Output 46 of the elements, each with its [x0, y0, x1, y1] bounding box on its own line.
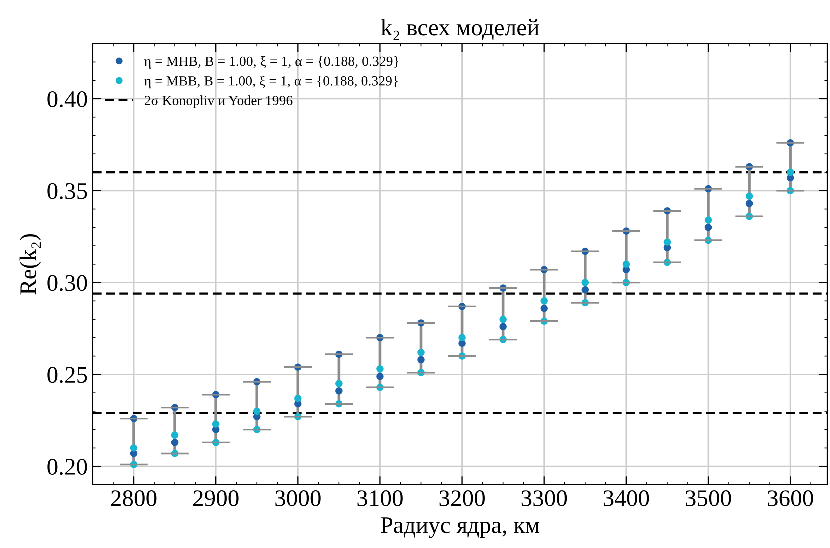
- point: [746, 192, 754, 200]
- chart-title: k₂ всех моделей: [381, 19, 540, 40]
- x-tick-label: 2900: [193, 490, 239, 506]
- x-tick-label: 3300: [522, 490, 568, 506]
- point: [171, 439, 179, 446]
- x-tick-label: 3500: [686, 490, 732, 506]
- x-tick-label: 2800: [111, 490, 157, 506]
- point: [786, 168, 794, 176]
- point: [622, 260, 630, 268]
- y-tick-label: 0.35: [48, 183, 88, 200]
- point: [171, 432, 179, 439]
- point: [336, 380, 343, 388]
- legend-label: η = MHB, B = 1.00, ξ = 1, α = {0.188, 0.329}: [144, 56, 399, 70]
- x-tick-label: 3400: [604, 490, 650, 506]
- y-axis-title: Re(k₂): [20, 234, 42, 295]
- x-tick-label: 3100: [358, 490, 403, 506]
- point: [704, 216, 712, 224]
- legend-label: η = MBB, B = 1.00, ξ = 1, α = {0.188, 0.329}: [144, 76, 398, 89]
- point: [582, 286, 590, 294]
- point: [540, 298, 548, 305]
- point: [253, 408, 261, 416]
- x-axis-title: Радиус ядра, км: [381, 518, 540, 538]
- point: [418, 348, 425, 356]
- point: [294, 394, 302, 402]
- point: [540, 304, 548, 312]
- point: [130, 444, 138, 452]
- point: [212, 420, 220, 428]
- point: [746, 200, 754, 208]
- y-tick-label: 0.25: [48, 367, 88, 384]
- point: [336, 388, 343, 395]
- point: [458, 334, 466, 342]
- x-tick-label: 3600: [768, 490, 814, 506]
- point: [376, 372, 384, 380]
- y-tick-label: 0.40: [48, 91, 88, 108]
- y-tick-label: 0.20: [48, 459, 88, 476]
- point: [582, 279, 590, 286]
- point: [376, 366, 384, 373]
- point: [664, 238, 672, 246]
- point: [418, 356, 425, 364]
- legend-label: 2σ Konopliv и Yoder 1996: [144, 96, 293, 108]
- y-tick-label: 0.30: [48, 275, 88, 292]
- point: [704, 224, 712, 232]
- x-tick-label: 3200: [440, 490, 485, 506]
- point: [500, 323, 507, 331]
- point: [500, 316, 507, 324]
- x-tick-label: 3000: [276, 490, 321, 506]
